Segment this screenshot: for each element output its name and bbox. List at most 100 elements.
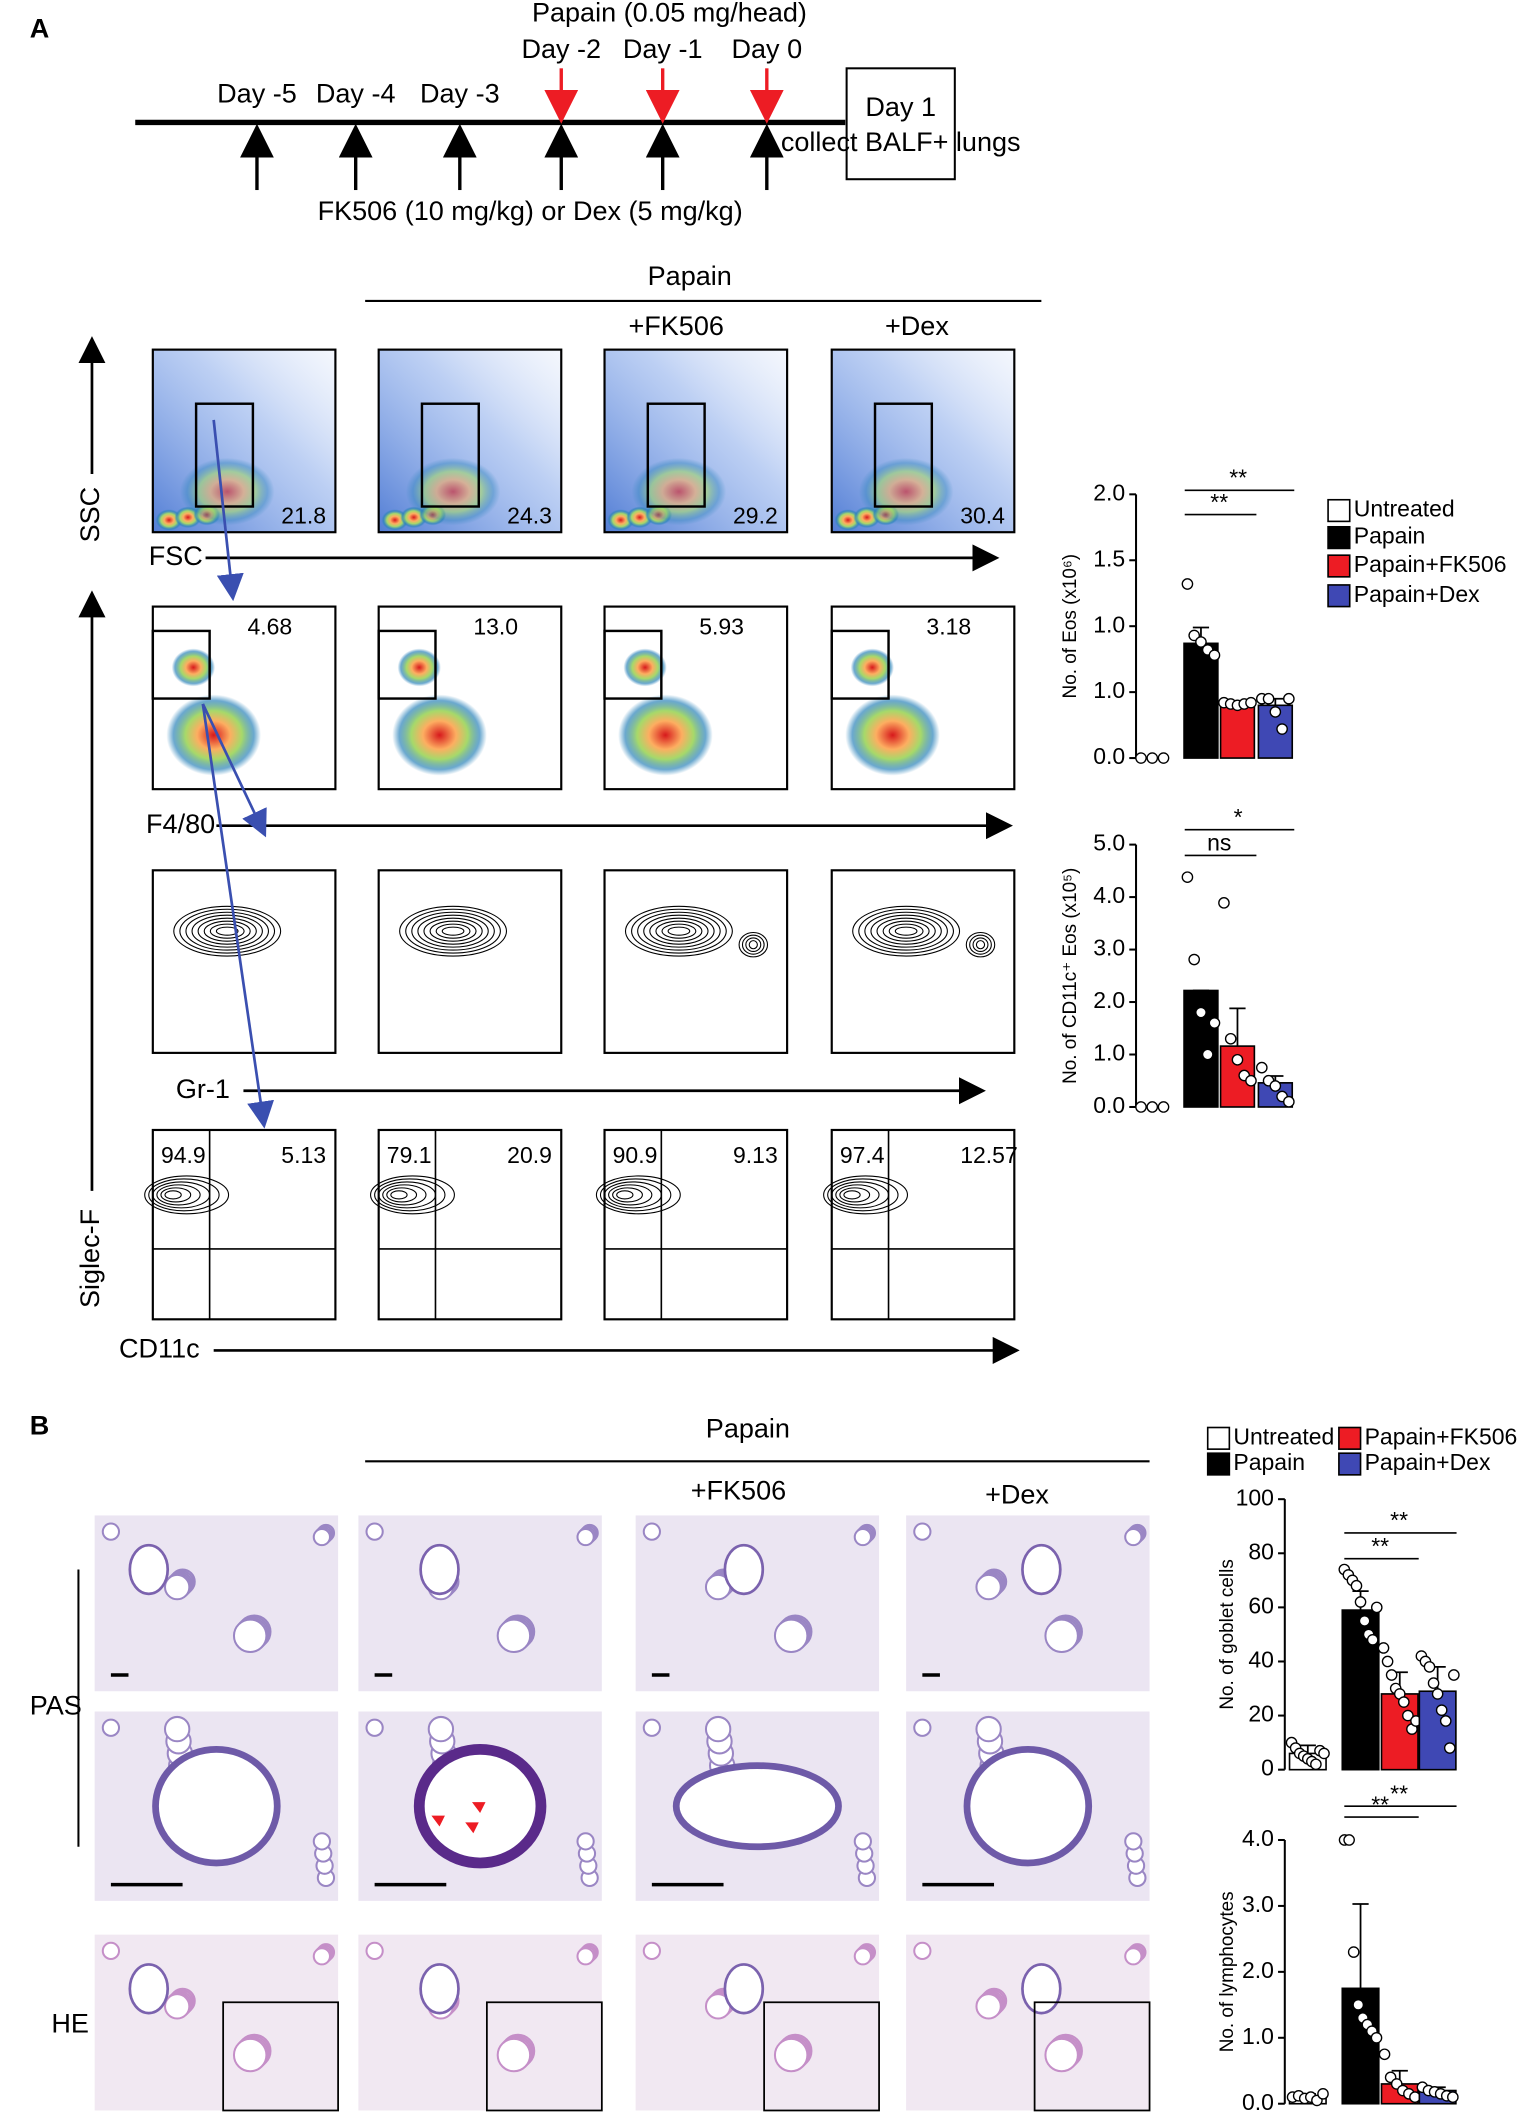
data-point <box>1385 1669 1398 1681</box>
quadrant-value: 12.57 <box>960 1142 1018 1168</box>
alveolus <box>101 1522 121 1541</box>
data-point <box>1381 1655 1394 1668</box>
legend-swatch <box>1206 1452 1231 1476</box>
density-spot <box>166 694 262 776</box>
alveolus <box>163 1993 191 2020</box>
alveolus <box>576 1832 595 1851</box>
alveolus <box>913 1718 932 1737</box>
density-spot <box>392 694 487 776</box>
alveolus <box>232 1618 268 1654</box>
contour <box>203 920 251 942</box>
contour <box>423 917 483 945</box>
data-point <box>1255 1061 1268 1074</box>
histology-image <box>906 1934 1150 2111</box>
contour <box>599 1178 672 1212</box>
day-label: Day -4 <box>316 79 396 109</box>
plot-frame <box>151 1128 337 1321</box>
group-header: Papain <box>706 1413 790 1443</box>
gate-value: 29.2 <box>733 502 778 528</box>
alveolus <box>576 1527 595 1547</box>
data-point <box>1276 723 1288 735</box>
axis-label: F4/80 <box>146 809 215 839</box>
axis-label: Siglec-F <box>75 1209 105 1308</box>
density-spot <box>405 457 501 526</box>
quadrant-value: 20.9 <box>507 1142 552 1168</box>
gate <box>646 402 706 508</box>
alveolus <box>312 1832 332 1851</box>
contour <box>870 914 942 948</box>
data-point <box>1181 578 1194 590</box>
legend-swatch <box>1327 525 1351 550</box>
plot-frame <box>377 348 563 534</box>
quadrant-value: 5.13 <box>281 1142 326 1168</box>
data-point <box>1283 1095 1295 1108</box>
day-label: Day -5 <box>217 79 297 109</box>
contour <box>631 908 727 954</box>
y-tick-label: 3.0 <box>1093 935 1125 961</box>
gate-value: 30.4 <box>960 502 1005 528</box>
alveolus <box>496 2037 532 2073</box>
data-point <box>1397 1696 1410 1708</box>
data-point <box>1157 1101 1170 1113</box>
panel-label: A <box>30 14 50 44</box>
y-tick-label: 2.0 <box>1093 479 1125 505</box>
alveolus <box>975 1573 1002 1601</box>
contour <box>839 1187 871 1203</box>
gate <box>377 629 437 700</box>
data-point <box>1146 752 1159 764</box>
contour <box>595 1175 681 1215</box>
end-box <box>845 67 956 181</box>
plot-frame <box>377 1128 563 1321</box>
density-spot <box>397 648 441 687</box>
data-point <box>1231 1053 1244 1066</box>
alveolus <box>975 1715 1002 1743</box>
contour <box>144 1175 230 1215</box>
papain-label: Papain (0.05 mg/head) <box>532 0 807 27</box>
arrowhead <box>431 1815 445 1827</box>
contour <box>179 908 276 954</box>
row-label: PAS <box>30 1691 82 1721</box>
contour <box>417 914 489 948</box>
plot-frame <box>603 869 789 1054</box>
contour <box>608 1184 653 1206</box>
data-point <box>1447 2091 1459 2103</box>
data-point <box>1208 1017 1221 1029</box>
contour <box>858 908 954 954</box>
plot-frame <box>151 869 337 1054</box>
bar <box>1418 1690 1457 1771</box>
plot-frame <box>151 348 337 534</box>
group-header: Papain <box>648 261 732 291</box>
gate <box>603 629 663 700</box>
significance-label: ** <box>1229 465 1247 491</box>
legend-label: Papain+FK506 <box>1365 1423 1518 1449</box>
data-point <box>1135 1101 1147 1113</box>
alveolus <box>1124 1832 1143 1851</box>
density-spot <box>179 457 275 526</box>
contour <box>738 931 769 958</box>
y-axis-label: No. of CD11c⁺ Eos (x10⁵) <box>1060 868 1081 1084</box>
axis-label: CD11c <box>119 1334 200 1364</box>
legend-label: Papain+Dex <box>1354 581 1480 607</box>
alveolus <box>642 1522 661 1541</box>
inset <box>222 2001 339 2112</box>
contour <box>399 905 508 957</box>
contour <box>827 1178 899 1212</box>
data-point <box>1358 1615 1371 1627</box>
alveolus <box>1044 2037 1079 2073</box>
alveolus <box>773 1618 809 1654</box>
contour <box>745 937 762 952</box>
arrowhead <box>465 1822 479 1834</box>
alveolus <box>163 1715 191 1743</box>
box-text: collect BALF+ lungs <box>781 127 1021 157</box>
contour <box>405 908 501 954</box>
contour <box>374 1178 446 1212</box>
column-header: +Dex <box>985 1480 1049 1510</box>
y-axis-label: No. of Eos (x10⁶) <box>1060 554 1081 699</box>
significance-label: ** <box>1371 1533 1389 1559</box>
y-tick-label: 0.0 <box>1093 1092 1125 1118</box>
axis-label: Gr-1 <box>176 1074 230 1104</box>
plot-frame <box>830 1128 1016 1321</box>
quadrant-value: 94.9 <box>161 1142 206 1168</box>
